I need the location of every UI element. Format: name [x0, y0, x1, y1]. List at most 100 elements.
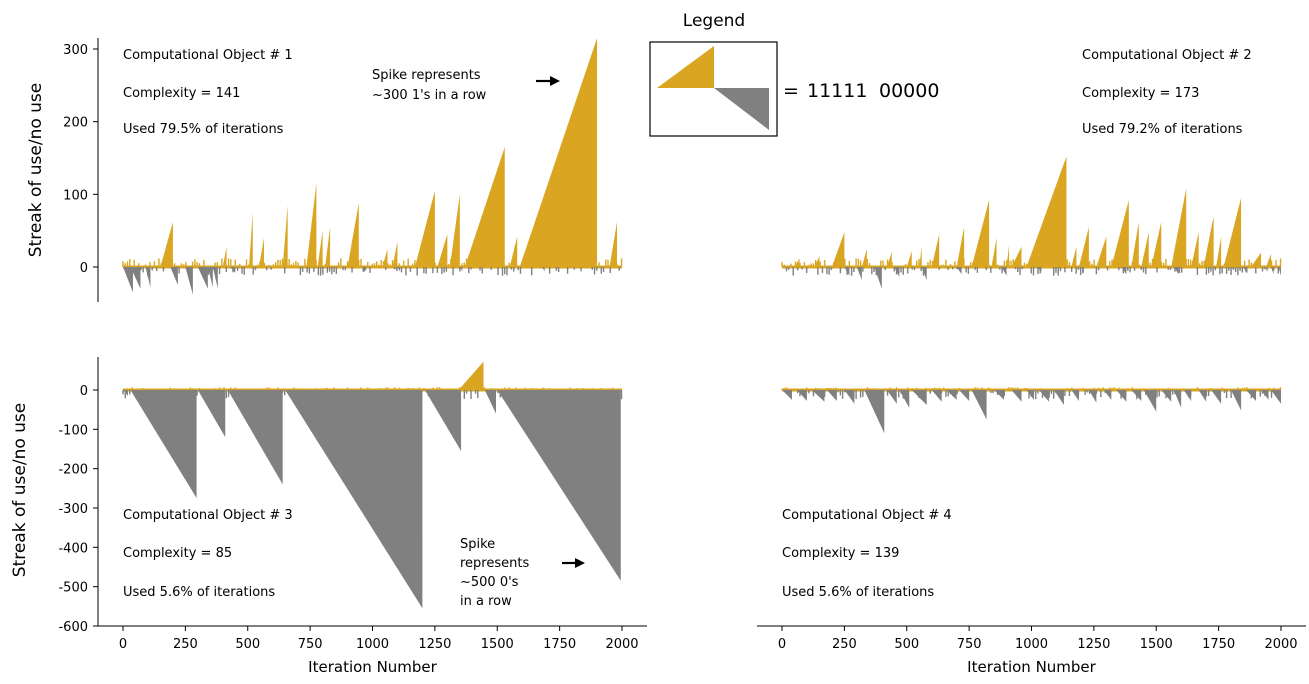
panel-annotation-1: Computational Object # 2 — [1082, 48, 1252, 63]
legend-use-swatch — [657, 46, 714, 88]
legend-zeros: 00000 — [879, 80, 939, 102]
use-spike-19 — [1131, 221, 1139, 267]
panel-annotation-1: Computational Object # 1 — [123, 48, 293, 63]
use-spike-3 — [1031, 388, 1034, 390]
use-spike-12 — [414, 190, 435, 267]
x-tick-label: 750 — [298, 637, 323, 652]
use-spike-21 — [1151, 221, 1162, 267]
nouse-spike-27 — [1183, 390, 1192, 402]
callout-bottom-line-2: represents — [460, 556, 529, 571]
use-spike-10 — [971, 200, 990, 267]
nouse-spike-15 — [1011, 390, 1022, 402]
legend-ones: 11111 — [807, 80, 867, 102]
use-spike-20 — [1141, 232, 1149, 267]
use-spike-17 — [1096, 236, 1107, 267]
use-spike-23 — [1191, 232, 1199, 267]
use-spike-5 — [282, 205, 288, 267]
callout-top-line-2: ~300 1's in a row — [372, 88, 487, 103]
use-spike-25 — [1216, 236, 1222, 267]
nouse-spike-32 — [1261, 390, 1269, 400]
nouse-spike-7 — [886, 390, 897, 404]
nouse-spike-9 — [230, 267, 236, 273]
panel-annotation-3: Used 79.5% of iterations — [123, 122, 284, 137]
nouse-spike-6 — [424, 390, 462, 451]
nouse-spike-9 — [911, 390, 927, 405]
use-spike-28 — [1266, 253, 1272, 267]
nouse-spike-12 — [1243, 267, 1247, 273]
use-spike-9 — [347, 203, 359, 267]
nouse-spike-13 — [971, 390, 987, 420]
nouse-spike-4 — [170, 267, 178, 286]
nouse-spike-2 — [130, 390, 197, 499]
nouse-spike-7 — [1001, 267, 1007, 276]
x-tick-label: 250 — [832, 637, 857, 652]
use-spike-18 — [1111, 200, 1129, 267]
y-axis-title: Streak of use/no use — [26, 83, 46, 257]
nouse-spike-1 — [123, 390, 128, 396]
y-tick-label: 0 — [80, 261, 88, 276]
nouse-spike-7 — [207, 267, 213, 288]
x-tick-label: 500 — [235, 637, 260, 652]
panel-object-4: 0 250 500 750 1000 1250 1500 1750 2000 Iteration … — [757, 387, 1306, 676]
use-spike-1 — [160, 221, 173, 267]
y-tick-label: 100 — [63, 188, 88, 203]
panel-annotation-3: Used 79.2% of iterations — [1082, 122, 1243, 137]
use-spike-7 — [919, 246, 922, 267]
nouse-spike-13 — [1271, 267, 1274, 275]
callout-bottom-line-3: ~500 0's — [460, 575, 519, 590]
nouse-spike-16 — [1026, 390, 1034, 400]
nouse-spike-3 — [145, 267, 151, 288]
use-spike-2 — [814, 256, 820, 267]
nouse-spike-21 — [1103, 390, 1112, 400]
nouse-spike-2 — [796, 390, 807, 402]
use-spike-27 — [1251, 252, 1262, 267]
use-spike-4 — [1106, 388, 1109, 390]
x-tick-label: 250 — [173, 637, 198, 652]
y-tick-label: 200 — [63, 116, 88, 131]
x-tick-label: 1000 — [356, 637, 389, 652]
x-tick-label: 1500 — [481, 637, 514, 652]
use-spike-1 — [794, 258, 800, 267]
x-tick-label: 1500 — [1140, 637, 1173, 652]
x-tick-label: 750 — [957, 637, 982, 652]
x-tick-label: 2000 — [605, 637, 638, 652]
panel-object-3: 0 -100 -200 -300 -400 -500 -600 Streak of use/n… — [10, 357, 647, 676]
panel-annotation-3: Used 5.6% of iterations — [782, 585, 934, 600]
nouse-spike-4 — [227, 390, 283, 485]
nouse-spike-8 — [497, 390, 621, 581]
callout-top-arrowhead — [550, 76, 560, 86]
use-spike-16 — [1078, 227, 1089, 267]
use-spike-14 — [449, 194, 460, 267]
panel-object-1: 0 100 200 300 Streak of use/no use Computatio… — [26, 38, 623, 302]
y-tick-label: -600 — [58, 620, 88, 635]
x-tick-label: 500 — [894, 637, 919, 652]
y-tick-label: -400 — [58, 541, 88, 556]
nouse-spike-33 — [1271, 390, 1281, 404]
nouse-spike-20 — [1088, 390, 1097, 403]
use-spike-1 — [836, 388, 842, 390]
use-spike-3 — [248, 212, 253, 267]
panel-annotation-1: Computational Object # 3 — [123, 508, 293, 523]
nouse-spike-2 — [130, 267, 141, 289]
use-spike-4 — [258, 237, 264, 267]
x-tick-label: 2000 — [1264, 637, 1297, 652]
use-spike-2 — [851, 388, 857, 390]
use-spike-6 — [906, 251, 912, 267]
callout-bottom-line-4: in a row — [460, 594, 512, 609]
use-spike-11 — [392, 241, 398, 267]
y-tick-label: -300 — [58, 502, 88, 517]
nouse-spike-1 — [123, 267, 133, 293]
nouse-spike-5 — [185, 267, 193, 295]
nouse-spike-17 — [1038, 390, 1049, 402]
panel-annotation-2: Complexity = 141 — [123, 86, 240, 101]
nouse-spike-4 — [826, 390, 837, 402]
nouse-spike-7 — [484, 390, 497, 414]
nouse-spike-8 — [899, 390, 910, 408]
x-tick-label: 1750 — [1202, 637, 1235, 652]
nouse-spike-6 — [197, 267, 208, 289]
y-tick-label: -500 — [58, 581, 88, 596]
legend-box — [649, 41, 778, 137]
legend: Legend = 11111 00000 — [649, 11, 939, 137]
nouse-spike-13 — [542, 267, 545, 272]
